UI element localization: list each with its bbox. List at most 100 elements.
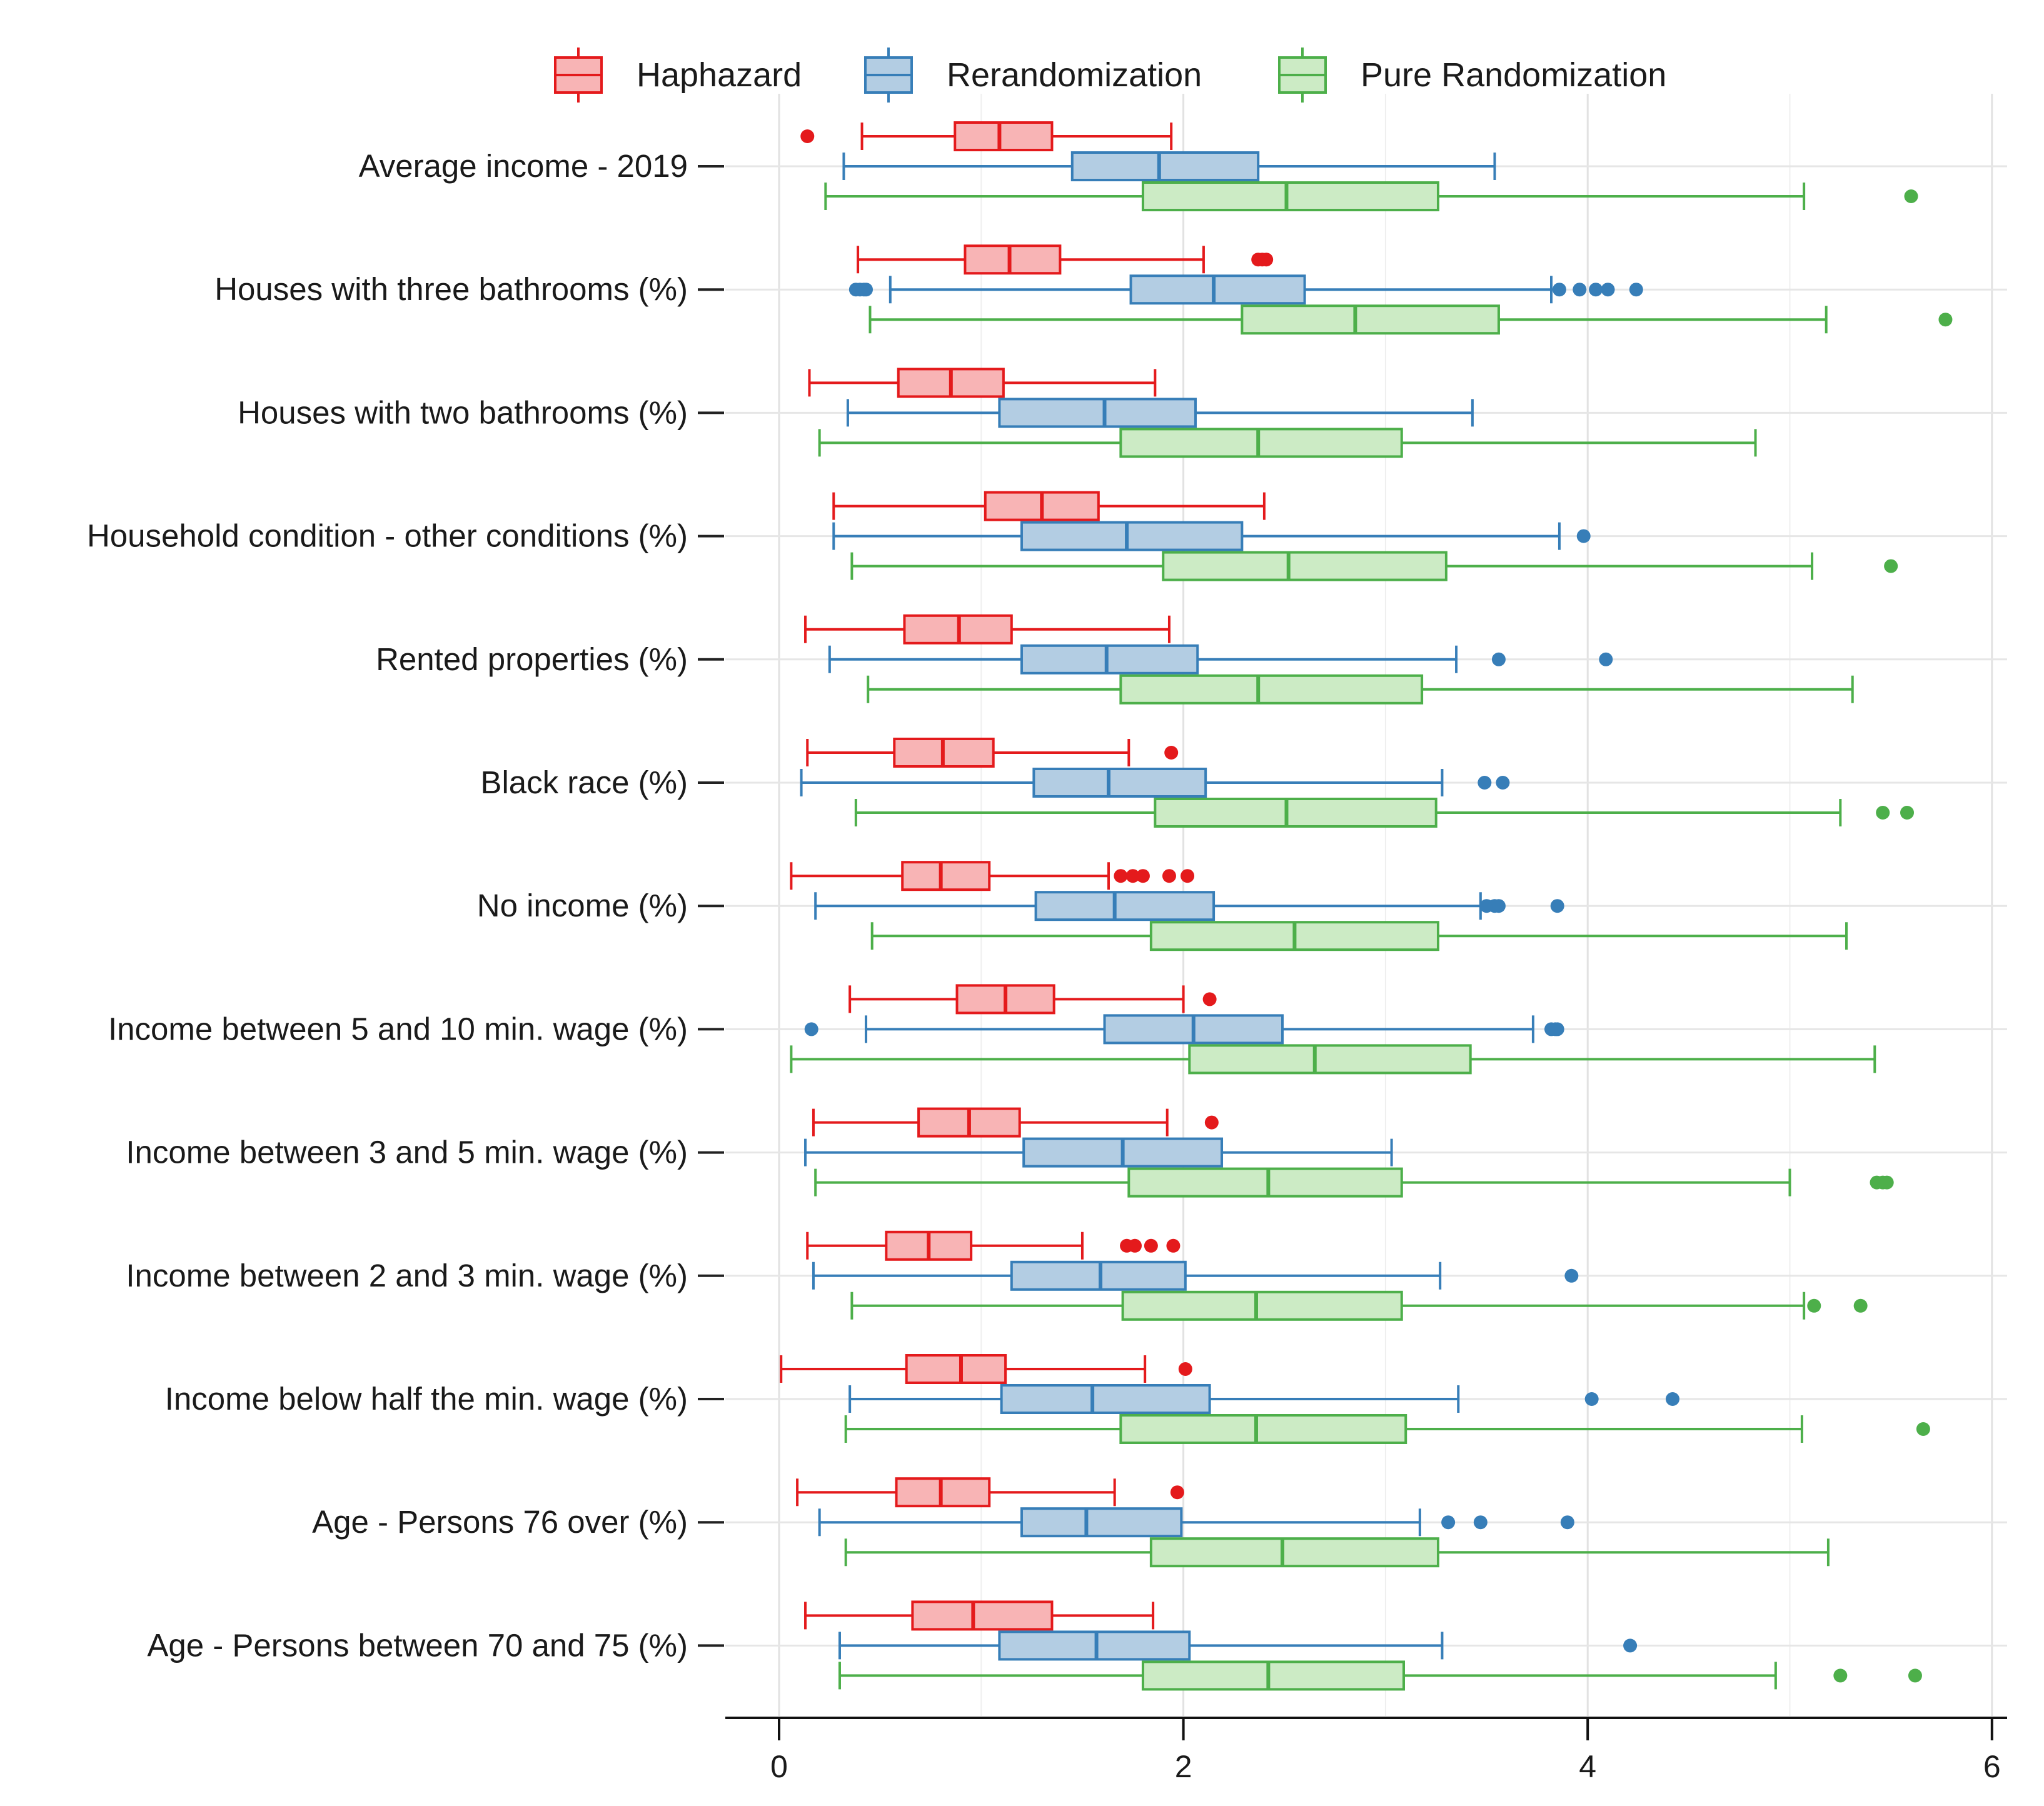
boxplot-0-9 <box>806 1230 1181 1261</box>
boxplot-1-10 <box>848 1384 1679 1414</box>
x-tick-label: 2 <box>1175 1749 1192 1784</box>
boxplot-1-4 <box>828 644 1613 675</box>
boxplot-1-3 <box>832 521 1591 551</box>
boxplot-2-11 <box>844 1537 1830 1568</box>
outlier-point <box>1904 189 1918 203</box>
outlier-point <box>859 283 873 297</box>
outlier-point <box>1473 1515 1488 1530</box>
category-label: Income between 5 and 10 min. wage (%) <box>108 1011 688 1046</box>
outlier-point <box>1170 1485 1184 1500</box>
box-iqr <box>905 1354 1007 1384</box>
legend-label: Rerandomization <box>947 56 1202 94</box>
category-label: Age - Persons 76 over (%) <box>312 1504 688 1540</box>
boxplot-0-12 <box>804 1600 1155 1631</box>
outlier-point <box>1576 529 1591 543</box>
boxplot-2-7 <box>790 1044 1876 1075</box>
outlier-point <box>1162 869 1176 883</box>
boxplot-2-3 <box>850 551 1898 581</box>
outlier-point <box>1478 776 1492 790</box>
x-axis: 0 2 4 6 <box>725 1717 2007 1784</box>
box-iqr <box>998 1630 1191 1661</box>
outlier-point <box>1491 652 1506 666</box>
boxplot-0-7 <box>848 984 1217 1015</box>
box-iqr <box>1119 1414 1407 1444</box>
boxplot-0-4 <box>804 614 1171 645</box>
outlier-point <box>1564 1268 1579 1283</box>
category-label: Average income - 2019 <box>359 148 688 184</box>
box-iqr <box>1034 891 1216 921</box>
boxplot-2-0 <box>824 181 1918 211</box>
boxplot-0-6 <box>790 861 1195 891</box>
outlier-point <box>1623 1638 1638 1653</box>
outlier-point <box>1833 1668 1848 1683</box>
outlier-point <box>1128 1238 1142 1253</box>
box-iqr <box>1032 768 1207 798</box>
boxplot-1-11 <box>818 1507 1574 1538</box>
outlier-point <box>1202 992 1217 1006</box>
outlier-point <box>1876 806 1890 820</box>
outlier-point <box>1204 1115 1219 1130</box>
outlier-point <box>1884 559 1898 573</box>
outlier-point <box>1166 1238 1181 1253</box>
category-label: Houses with three bathrooms (%) <box>214 271 688 307</box>
category-label: Age - Persons between 70 and 75 (%) <box>147 1627 688 1663</box>
outlier-point <box>800 129 815 143</box>
category-label: Rented properties (%) <box>376 641 688 677</box>
outlier-point <box>1916 1422 1930 1436</box>
outlier-point <box>1135 869 1150 883</box>
box-iqr <box>911 1600 1054 1631</box>
boxplot-2-1 <box>868 304 1953 335</box>
boxplot-2-6 <box>870 921 1848 951</box>
x-tick-label: 4 <box>1579 1749 1596 1784</box>
boxplot-0-3 <box>832 491 1266 521</box>
outlier-point <box>1114 869 1128 883</box>
box-iqr <box>895 1477 991 1508</box>
box-iqr <box>1000 1384 1211 1414</box>
outlier-point <box>1853 1298 1868 1313</box>
boxplot-1-1 <box>848 274 1643 305</box>
category-label: No income (%) <box>477 888 688 923</box>
legend-label: Haphazard <box>637 56 802 94</box>
boxplot-1-9 <box>812 1260 1579 1291</box>
outlier-point <box>1589 283 1603 297</box>
plot-area <box>780 121 1953 1691</box>
boxplot-1-2 <box>846 398 1474 428</box>
boxplot-0-10 <box>780 1354 1192 1384</box>
category-label: Income below half the min. wage (%) <box>165 1381 688 1417</box>
boxplot-0-1 <box>857 244 1274 275</box>
box-iqr <box>1154 798 1437 828</box>
outlier-point <box>1629 283 1643 297</box>
boxplot-2-4 <box>867 674 1854 705</box>
boxplot-1-5 <box>800 768 1510 798</box>
boxplot-2-10 <box>844 1414 1930 1444</box>
box-iqr <box>954 121 1054 151</box>
outlier-point <box>1441 1515 1456 1530</box>
outlier-point <box>1665 1392 1679 1406</box>
outlier-point <box>1560 1515 1574 1530</box>
outlier-point <box>1880 1175 1894 1190</box>
boxplot-0-8 <box>812 1107 1219 1138</box>
outlier-point <box>1584 1392 1599 1406</box>
box-iqr <box>1141 1660 1405 1691</box>
box-iqr <box>1119 674 1424 705</box>
boxplot-2-5 <box>854 798 1915 828</box>
box-iqr <box>1010 1260 1187 1291</box>
boxplot-0-11 <box>796 1477 1184 1508</box>
box-iqr <box>1188 1044 1472 1075</box>
box-iqr <box>1129 274 1306 305</box>
boxplot-1-6 <box>814 891 1564 921</box>
outlier-point <box>1550 899 1564 913</box>
boxplot-2-12 <box>838 1660 1922 1691</box>
box-iqr <box>1127 1167 1403 1198</box>
x-tick-label: 0 <box>770 1749 788 1784</box>
box-iqr <box>1020 521 1244 551</box>
outlier-point <box>804 1022 818 1036</box>
x-tick-label: 6 <box>1983 1749 2001 1784</box>
category-label: Income between 3 and 5 min. wage (%) <box>126 1135 688 1170</box>
boxplot-1-8 <box>804 1137 1393 1168</box>
category-label: Houses with two bathrooms (%) <box>238 394 688 430</box>
outlier-point <box>1573 283 1587 297</box>
box-iqr <box>1119 428 1403 458</box>
